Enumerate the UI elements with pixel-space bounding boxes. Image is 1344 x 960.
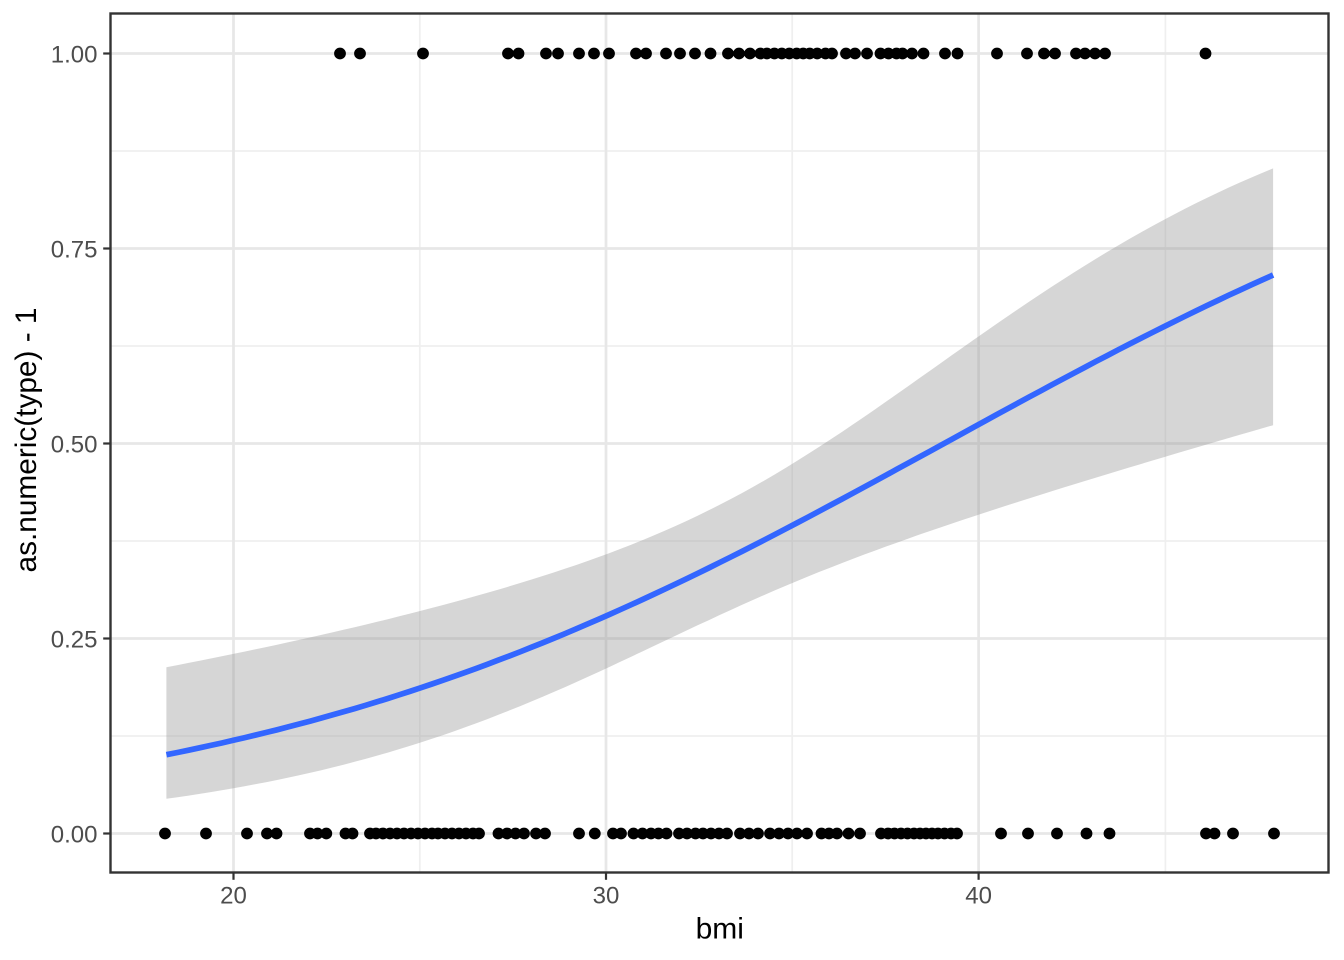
svg-text:0.25: 0.25 — [51, 627, 98, 654]
svg-text:as.numeric(type) - 1: as.numeric(type) - 1 — [10, 308, 43, 573]
svg-text:0.75: 0.75 — [51, 237, 98, 264]
svg-text:bmi: bmi — [696, 912, 744, 945]
svg-text:0.50: 0.50 — [51, 432, 98, 459]
svg-text:0.00: 0.00 — [51, 822, 98, 849]
svg-text:40: 40 — [965, 883, 992, 910]
svg-text:1.00: 1.00 — [51, 42, 98, 69]
svg-text:30: 30 — [593, 883, 620, 910]
svg-text:20: 20 — [220, 883, 247, 910]
